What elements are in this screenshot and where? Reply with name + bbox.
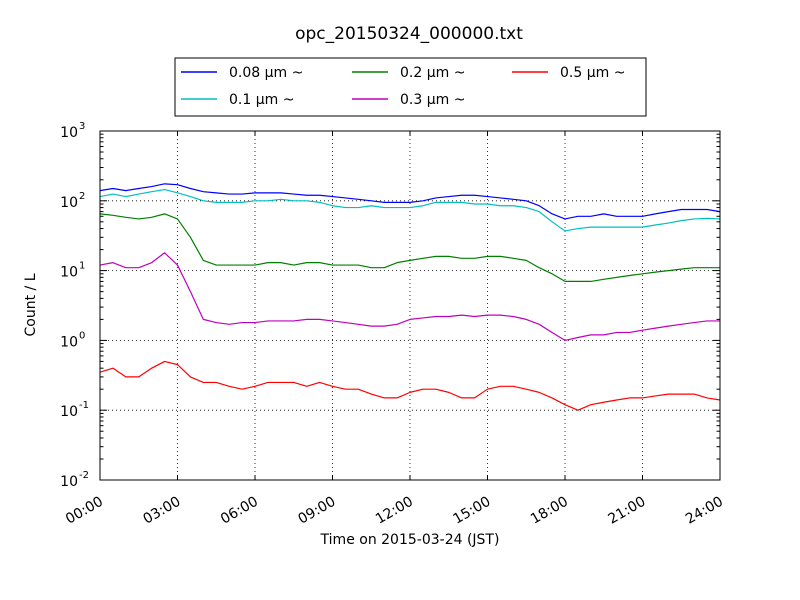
x-tick-label: 18:00 xyxy=(528,494,571,528)
y-tick-label-base: 10 xyxy=(60,125,78,141)
plot-area xyxy=(100,131,720,480)
x-tick-label: 03:00 xyxy=(141,494,184,528)
series-lines xyxy=(99,183,721,411)
x-tick-label: 06:00 xyxy=(218,494,261,528)
legend-label: 0.3 μm ~ xyxy=(400,92,465,108)
x-tick-label: 15:00 xyxy=(451,494,494,528)
x-axis-label: Time on 2015-03-24 (JST) xyxy=(320,532,500,548)
grid xyxy=(100,131,720,480)
y-tick-label-exp: 3 xyxy=(79,121,85,132)
series-line-0 xyxy=(99,183,721,220)
x-tick-label: 12:00 xyxy=(373,494,416,528)
y-tick-label-base: 10 xyxy=(60,265,78,281)
legend-label: 0.5 μm ~ xyxy=(560,65,625,81)
y-tick-label-base: 10 xyxy=(60,334,78,350)
legend: 0.08 μm ~ 0.1 μm ~ 0.2 μm ~ 0.3 μm ~ 0.5 μm … xyxy=(181,65,625,108)
legend-box xyxy=(174,57,647,117)
y-tick-label-base: 10 xyxy=(60,474,78,490)
y-tick-label-exp: 0 xyxy=(79,330,85,341)
x-tick-labels: 00:00 03:00 06:00 09:00 12:00 15:00 18:00 21:00… xyxy=(63,494,726,528)
series-line-1 xyxy=(99,188,721,232)
chart-title: opc_20150324_000000.txt xyxy=(295,24,523,44)
y-tick-label-exp: -1 xyxy=(79,400,89,411)
x-tick-label: 24:00 xyxy=(683,494,726,528)
series-line-4 xyxy=(99,360,721,411)
legend-label: 0.2 μm ~ xyxy=(400,65,465,81)
legend-label: 0.08 μm ~ xyxy=(229,65,303,81)
x-tick-label: 21:00 xyxy=(606,494,649,528)
series-line-3 xyxy=(99,252,720,341)
axis-ticks xyxy=(99,130,721,481)
y-tick-label-exp: -2 xyxy=(79,470,89,481)
x-tick-label: 00:00 xyxy=(63,494,106,528)
legend-label: 0.1 μm ~ xyxy=(229,92,294,108)
y-tick-label-base: 10 xyxy=(60,404,78,420)
y-tick-label-base: 10 xyxy=(60,195,78,211)
x-tick-label: 09:00 xyxy=(296,494,339,528)
y-tick-label-exp: 2 xyxy=(79,191,85,202)
y-axis-label: Count / L xyxy=(23,273,39,336)
y-tick-label-exp: 1 xyxy=(79,261,85,272)
series-line-2 xyxy=(99,213,720,283)
